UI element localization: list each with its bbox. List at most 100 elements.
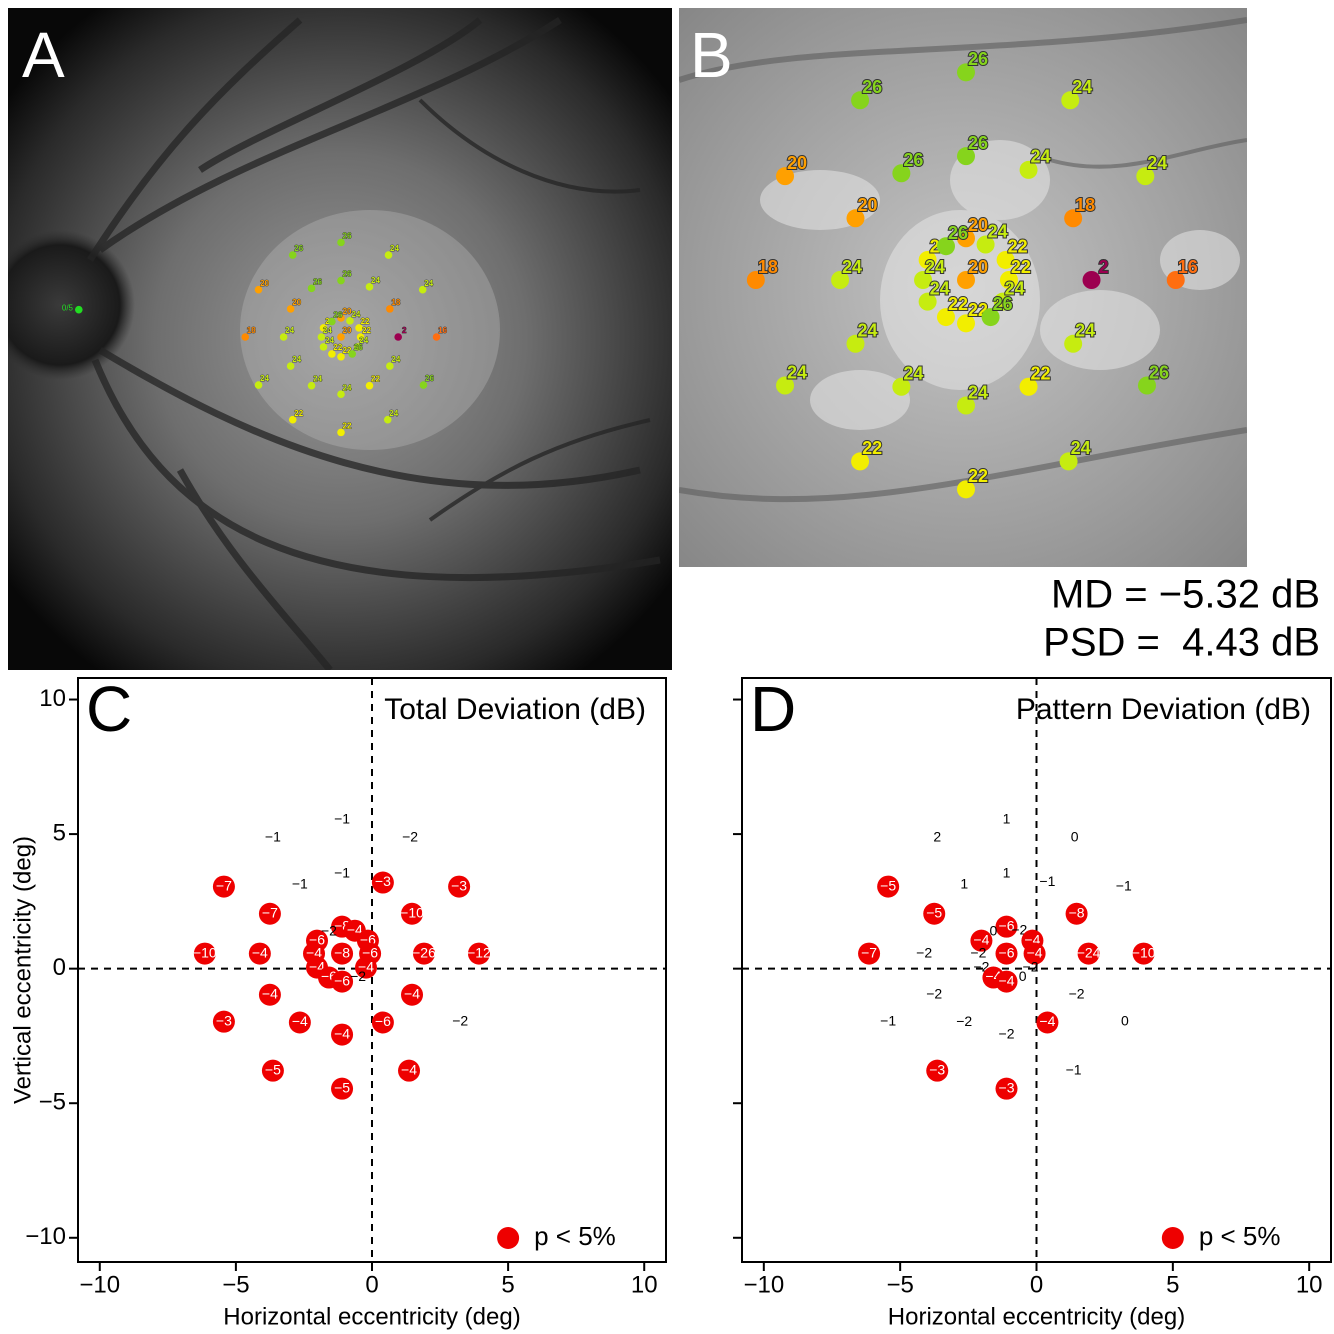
- test-point: [851, 452, 870, 471]
- x-tick-label: 5: [501, 1271, 514, 1298]
- sensitivity-label: 24: [313, 375, 322, 384]
- sensitivity-label: 20: [787, 153, 807, 173]
- test-point: [1166, 271, 1185, 289]
- vessels: [87, 17, 661, 670]
- test-point: [286, 305, 295, 313]
- sensitivity-label: 24: [903, 364, 923, 384]
- x-tick-label: 10: [631, 1271, 658, 1298]
- deviation-label: −5: [880, 877, 896, 893]
- sensitivity-label: 24: [359, 336, 368, 345]
- test-point: [831, 271, 850, 289]
- sensitivity-label: 26: [343, 231, 352, 240]
- test-point: [337, 238, 345, 247]
- deviation-label: −1: [334, 810, 350, 826]
- sensitivity-label: 26: [862, 77, 882, 97]
- deviation-label: −8: [334, 944, 350, 960]
- deviation-label: −10: [400, 904, 424, 920]
- test-point: [328, 350, 336, 358]
- deviation-label: −4: [306, 944, 322, 960]
- deviation-label: −1: [334, 864, 350, 880]
- test-point: [957, 271, 975, 289]
- test-point: [348, 350, 357, 358]
- y-tick-label: −5: [39, 1089, 66, 1116]
- deviation-label: −3: [375, 873, 391, 889]
- sensitivity-label: 22: [948, 294, 968, 314]
- test-point: [365, 381, 374, 390]
- deviation-label: 0: [1071, 828, 1079, 844]
- vessels-zoom: [679, 17, 1247, 503]
- deviation-label: −4: [262, 985, 278, 1001]
- deviation-label: −5: [334, 1079, 350, 1095]
- sensitivity-label: 24: [391, 355, 400, 364]
- deviation-label: −2: [321, 922, 337, 938]
- sensitivity-label: 24: [424, 279, 433, 288]
- legend-label: p < 5%: [1199, 1221, 1281, 1251]
- deviation-label: 0: [1019, 968, 1027, 984]
- test-point: [846, 209, 865, 228]
- deviation-label: 0: [990, 922, 998, 938]
- sensitivity-label: 24: [1147, 153, 1167, 173]
- significant-point: [995, 942, 1018, 965]
- sensitivity-label: 18: [391, 298, 400, 307]
- sensitivity-label: 22: [362, 326, 371, 335]
- significant-point: [248, 942, 271, 965]
- deviation-label: −2: [926, 985, 942, 1001]
- sensitivity-label: 20: [343, 326, 352, 335]
- deviation-label: −4: [973, 931, 989, 947]
- deviation-label: −1: [1066, 1061, 1082, 1077]
- deviation-label: −4: [252, 944, 268, 960]
- deviation-label: −4: [404, 985, 420, 1001]
- significant-point: [331, 942, 354, 965]
- deviation-label: −3: [999, 1079, 1015, 1095]
- deviation-label: −3: [451, 877, 467, 893]
- blind-spot: [75, 305, 83, 314]
- test-point: [957, 63, 975, 82]
- significant-point: [401, 902, 424, 925]
- deviation-label: −1: [292, 875, 308, 891]
- deviation-label: −5: [926, 904, 942, 920]
- significant-point: [995, 1077, 1018, 1100]
- sensitivity-label: 2: [1099, 257, 1109, 277]
- sensitivity-label: 24: [857, 321, 877, 341]
- x-axis-label: Horizontal eccentricity (deg): [223, 1303, 520, 1330]
- sensitivity-label: 24: [930, 278, 950, 298]
- sensitivity-label: 26: [425, 374, 434, 383]
- test-point: [1137, 376, 1156, 395]
- deviation-label: −2: [452, 1012, 468, 1028]
- test-point: [746, 271, 765, 289]
- significant-point: [371, 1011, 394, 1034]
- test-point: [254, 285, 263, 294]
- legend-marker: [1161, 1227, 1184, 1249]
- test-point: [957, 229, 975, 248]
- x-axis-label: Horizontal eccentricity (deg): [888, 1303, 1185, 1330]
- y-tick-label: 5: [53, 819, 66, 846]
- deviation-label: −3: [929, 1061, 945, 1077]
- deviation-label: −7: [861, 944, 877, 960]
- sensitivity-label: 22: [968, 466, 988, 486]
- deviation-label: −2: [956, 1013, 972, 1029]
- deviation-label: −4: [334, 1025, 350, 1041]
- panel-label: B: [690, 19, 733, 91]
- sensitivity-label: 26: [948, 223, 968, 243]
- test-point: [307, 284, 316, 293]
- deviation-label: −10: [1132, 944, 1156, 960]
- significant-point: [1077, 942, 1100, 965]
- sensitivity-label: 26: [1149, 362, 1169, 382]
- test-point: [254, 381, 263, 389]
- test-point: [386, 305, 394, 313]
- sensitivity-label: 24: [325, 336, 334, 345]
- test-point: [957, 480, 975, 499]
- test-point: [918, 292, 937, 311]
- sensitivity-label: 24: [1072, 77, 1092, 97]
- sensitivity-label: 26: [333, 311, 342, 320]
- test-point: [279, 333, 288, 341]
- test-point: [288, 415, 297, 424]
- deviation-label: −10: [193, 944, 217, 960]
- sensitivity-label: 24: [390, 244, 399, 253]
- test-point: [1064, 334, 1083, 353]
- sensitivity-label: 26: [313, 277, 322, 286]
- test-point: [337, 314, 345, 322]
- deviation-label: −4: [1039, 1013, 1055, 1029]
- sensitivity-label: 20: [857, 195, 877, 215]
- test-point: [1061, 91, 1080, 110]
